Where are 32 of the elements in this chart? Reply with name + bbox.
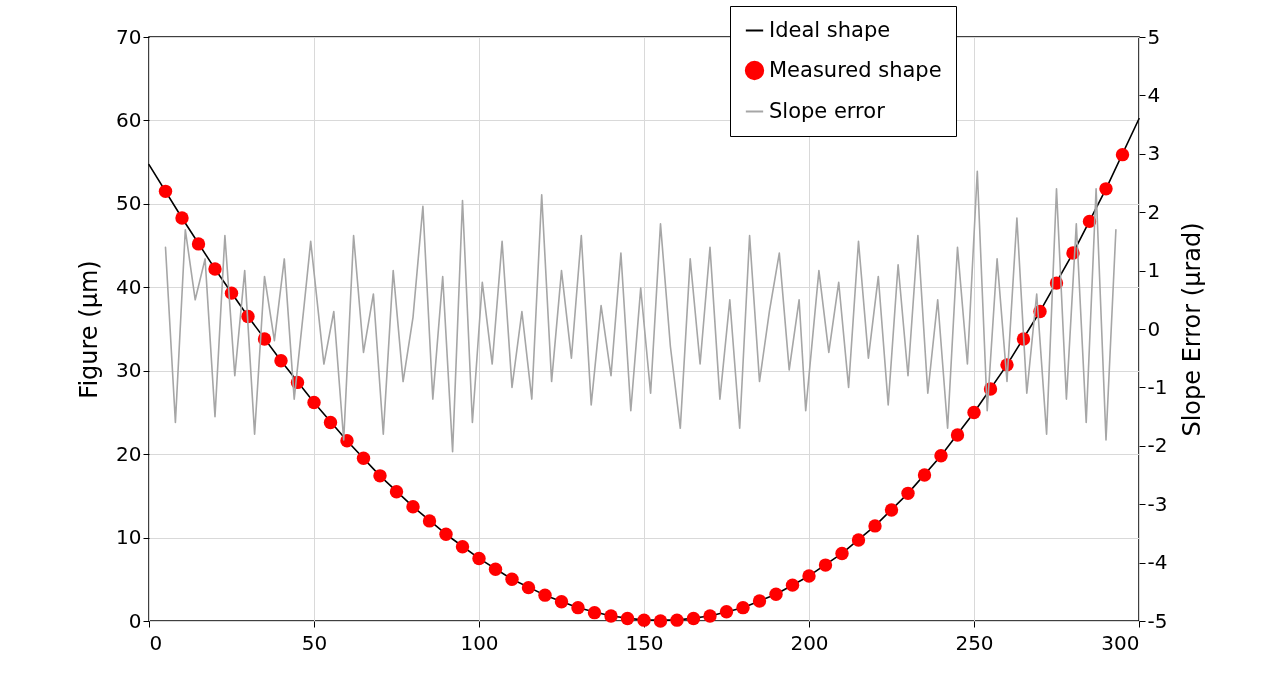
y2-tick-label: 5 <box>1147 24 1161 49</box>
y-tick-label: 30 <box>116 358 142 383</box>
y2-tick-label: -5 <box>1147 608 1168 633</box>
x-tick-label: 200 <box>790 630 829 655</box>
y2-tick-label: -1 <box>1147 374 1168 399</box>
y-axis-title: Figure (µm) <box>75 260 104 399</box>
y2-tick-label: 2 <box>1147 199 1161 224</box>
legend-label: Slope error <box>769 98 886 123</box>
line-series <box>164 170 1117 453</box>
y2-tick-label: 0 <box>1147 316 1161 341</box>
y2-axis-title: Slope Error (µrad) <box>1178 222 1207 437</box>
y2-tick-label: 4 <box>1147 82 1161 107</box>
y-tick-label: 10 <box>116 525 142 550</box>
y2-tick-label: -2 <box>1147 433 1168 458</box>
x-tick-label: 150 <box>625 630 664 655</box>
y-tick-label: 70 <box>116 24 142 49</box>
x-tick-label: 0 <box>149 630 163 655</box>
x-tick-label: 100 <box>460 630 499 655</box>
x-tick-label: 50 <box>301 630 328 655</box>
y2-tick-label: -3 <box>1147 491 1168 516</box>
y2-tick-label: -4 <box>1147 550 1168 575</box>
y-tick-label: 50 <box>116 191 142 216</box>
y-tick-label: 20 <box>116 441 142 466</box>
legend-label: Measured shape <box>769 57 942 82</box>
y-tick-label: 40 <box>116 274 142 299</box>
y2-tick-label: 1 <box>1147 258 1161 283</box>
x-tick-label: 250 <box>955 630 994 655</box>
y-tick-label: 60 <box>116 107 142 132</box>
x-tick-label: 300 <box>1101 630 1140 655</box>
y-tick-label: 0 <box>128 608 142 633</box>
legend-label: Ideal shape <box>769 17 891 42</box>
y2-tick-label: 3 <box>1147 141 1161 166</box>
